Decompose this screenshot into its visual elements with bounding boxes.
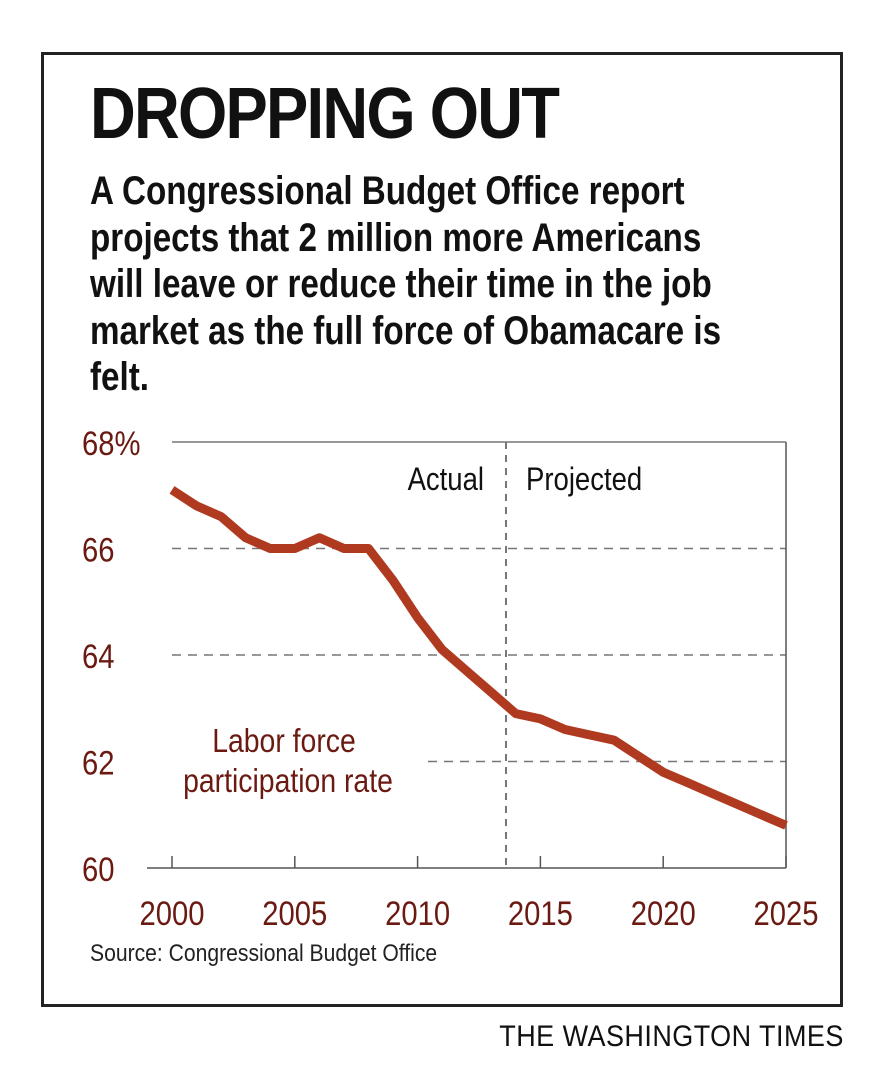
series-label-line-1: Labor force [212, 722, 356, 760]
chart-subtitle: A Congressional Budget Office report pro… [90, 169, 722, 399]
x-tick-label: 2015 [508, 894, 573, 933]
y-tick-label: 66 [82, 530, 115, 569]
chart-title: DROPPING OUT [90, 74, 560, 154]
period-label-actual: Actual [408, 462, 484, 497]
series [169, 486, 788, 830]
x-tick-label: 2025 [753, 894, 818, 933]
series-label-line-2: participation rate [183, 762, 393, 800]
x-tick-label: 2010 [385, 894, 450, 933]
source-note: Source: Congressional Budget Office [90, 940, 438, 967]
x-tick-label: 2005 [262, 894, 327, 933]
period-label-projected: Projected [526, 462, 642, 497]
chart-frame [41, 52, 843, 1007]
labels: 68% 66 64 62 60 2000 2005 2010 2015 2020 2025 Actua… [82, 424, 819, 933]
y-tick-label: 60 [82, 850, 115, 889]
series-label-backdrop [160, 718, 422, 808]
y-tick-label: 68% [82, 424, 140, 463]
y-tick-label: 62 [82, 743, 115, 782]
axes [147, 442, 787, 869]
publisher-credit: THE WASHINGTON TIMES [499, 1020, 844, 1053]
y-tick-label: 64 [82, 637, 115, 676]
x-tick-label: 2000 [139, 894, 204, 933]
x-tick-label: 2020 [631, 894, 696, 933]
series-line-labor-force-participation [169, 486, 788, 830]
